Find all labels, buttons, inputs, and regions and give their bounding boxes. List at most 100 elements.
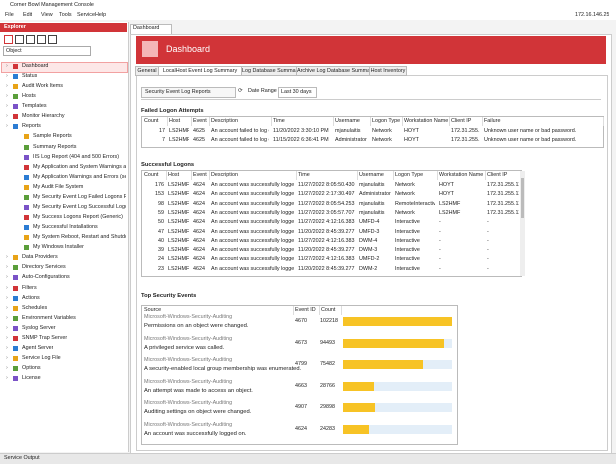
tree-item[interactable]: Monitor Hierarchy	[22, 113, 65, 120]
column-header[interactable]: Logon Type	[393, 171, 438, 180]
refresh-button[interactable]: ⟳	[238, 88, 243, 94]
tree-expander[interactable]: ›	[6, 254, 8, 261]
column-header[interactable]: Client IP	[449, 117, 483, 126]
tree-expander[interactable]: ›	[6, 83, 8, 90]
toolbar-button[interactable]	[15, 35, 24, 44]
tree-item[interactable]: Reports	[22, 123, 41, 130]
column-header[interactable]: Event ID	[293, 306, 320, 315]
tree-item[interactable]: Dashboard	[22, 63, 49, 69]
tree-item[interactable]: Service Log File	[22, 355, 61, 362]
tree-item[interactable]: Options	[22, 365, 41, 372]
tree-item[interactable]: SNMP Trap Server	[22, 334, 68, 341]
tree-expander[interactable]: ›	[6, 73, 8, 80]
table-cell: Interactive	[395, 247, 420, 254]
tree-item[interactable]: Auto-Configurations	[22, 274, 70, 281]
tree-expander[interactable]: ›	[6, 304, 8, 311]
tree-expander[interactable]: ›	[6, 324, 8, 331]
tree-item[interactable]: Environment Variables	[22, 314, 76, 321]
tree-item[interactable]: My Application Warnings and Errors (serv…	[33, 173, 126, 180]
tree-expander[interactable]: ›	[6, 344, 8, 351]
tree-expander[interactable]: ›	[6, 365, 8, 372]
tree-item[interactable]: Actions	[22, 294, 40, 301]
tree-item[interactable]: My Security Event Log Successful Logons …	[33, 203, 126, 210]
menu-item[interactable]: Service	[77, 12, 95, 18]
column-header[interactable]: Host	[167, 117, 192, 126]
tree-item[interactable]: Hosts	[22, 93, 36, 100]
column-header[interactable]: Host	[166, 171, 192, 180]
tree-item[interactable]: IIS Log Report (404 and 500 Errors)	[33, 153, 119, 160]
column-header[interactable]: Workstation Name	[437, 171, 486, 180]
column-header[interactable]: Source	[142, 306, 294, 315]
tree-item[interactable]: Data Providers	[22, 254, 58, 261]
tree-item[interactable]: My Application and System Warnings and E…	[33, 163, 126, 170]
reports-button[interactable]: Security Event Log Reports	[141, 87, 236, 98]
tree-expander[interactable]: ›	[6, 375, 8, 382]
tab[interactable]: General	[135, 66, 159, 76]
menu-item[interactable]: View	[41, 12, 53, 18]
column-header[interactable]: Username	[357, 171, 394, 180]
tree-expander[interactable]: ›	[6, 264, 8, 271]
tree-expander[interactable]: ›	[6, 93, 8, 100]
column-header[interactable]: Count	[319, 306, 342, 315]
toolbar-button[interactable]	[48, 35, 57, 44]
column-header[interactable]: Event	[191, 117, 210, 126]
column-header[interactable]: Count	[142, 117, 168, 126]
column-header[interactable]: Description	[209, 171, 297, 180]
date-range-select[interactable]: Last 30 days	[278, 87, 317, 98]
tree-expander[interactable]: ›	[6, 294, 8, 301]
banner-title: Dashboard	[166, 44, 211, 54]
tree-item[interactable]: My System Reboot, Restart and Shutdown	[33, 234, 126, 241]
menu-item[interactable]: File	[5, 12, 14, 18]
tree-item[interactable]: Schedules	[22, 304, 48, 311]
scroll-thumb[interactable]	[521, 178, 524, 218]
menu-item[interactable]: Help	[95, 12, 107, 18]
tab[interactable]: Host Inventory	[369, 66, 407, 76]
tree-item[interactable]: License	[22, 375, 41, 382]
tree-expander[interactable]: ›	[6, 63, 8, 69]
tree-item[interactable]: Templates	[22, 103, 47, 110]
tree-item[interactable]: Directory Services	[22, 264, 66, 271]
column-header[interactable]: Time	[296, 171, 358, 180]
tree-expander[interactable]: ›	[6, 113, 8, 120]
tree-expander[interactable]: ›	[6, 284, 8, 291]
search-box[interactable]: Object	[3, 46, 91, 56]
column-header[interactable]: Workstation Name	[404, 117, 450, 126]
table-cell: 11/27/2022 4:12:16.383 PM	[298, 256, 355, 263]
tree-expander[interactable]: ›	[6, 103, 8, 110]
tree-item[interactable]: Audit Work Items	[22, 83, 63, 90]
tree-expander[interactable]: ›	[6, 355, 8, 362]
tree-item[interactable]: My Success Logons Report (Generic)	[33, 214, 123, 221]
tree-item[interactable]: Agent Server	[22, 344, 54, 351]
tree-item[interactable]: Summary Reports	[33, 143, 77, 150]
document-tab-label[interactable]: Dashboard	[133, 25, 160, 31]
tree-item[interactable]: Status	[22, 73, 38, 80]
tree-item[interactable]: My Audit File System	[33, 183, 84, 190]
tab[interactable]: Archive Log Database Summary	[296, 66, 370, 76]
column-header[interactable]: Event	[191, 171, 210, 180]
tree-item[interactable]: My Windows Installer	[33, 244, 84, 251]
menu-item[interactable]: Edit	[23, 12, 33, 18]
column-header[interactable]: Time	[271, 117, 334, 126]
menu-item[interactable]: Tools	[59, 12, 72, 18]
column-header[interactable]: Count	[142, 171, 167, 180]
toolbar-button[interactable]	[37, 35, 46, 44]
column-header[interactable]: Failure	[482, 117, 604, 126]
tree-item[interactable]: My Security Event Log Failed Logons Repo…	[33, 193, 126, 200]
column-header[interactable]: Description	[209, 117, 272, 126]
tab[interactable]: LocalHost Event Log Summary	[158, 66, 242, 76]
tree-item[interactable]: My Successful Installations	[33, 224, 98, 231]
column-header[interactable]: Username	[333, 117, 371, 126]
column-header[interactable]: Logon Type	[370, 117, 403, 126]
toolbar-button[interactable]	[4, 35, 13, 44]
tab[interactable]: Log Database Summary	[241, 66, 297, 76]
tree-expander[interactable]: ›	[6, 314, 8, 321]
tree-expander[interactable]: ›	[6, 123, 8, 130]
tree-item[interactable]: Sample Reports	[33, 133, 72, 140]
tree-expander[interactable]: ›	[6, 334, 8, 341]
scrollbar[interactable]	[520, 171, 525, 276]
tree-item[interactable]: Filters	[22, 284, 37, 291]
toolbar-button[interactable]	[26, 35, 35, 44]
tree-item[interactable]: Syslog Server	[22, 324, 56, 331]
tree-expander[interactable]: ›	[6, 274, 8, 281]
column-header[interactable]: Client IP	[485, 171, 522, 180]
